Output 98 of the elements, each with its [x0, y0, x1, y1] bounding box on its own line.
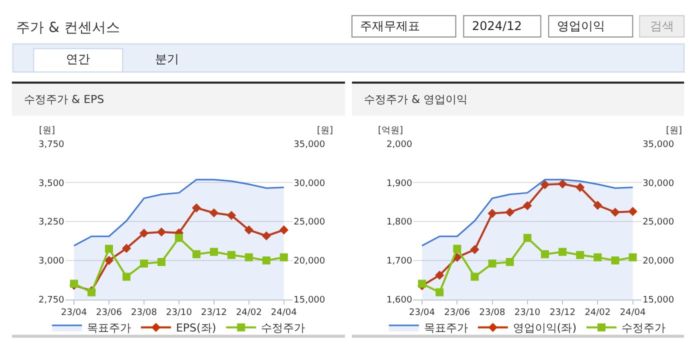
point — [227, 250, 236, 259]
point — [122, 244, 132, 253]
point — [540, 180, 550, 190]
x-tick-label: 23/04 — [409, 308, 436, 318]
y2-axis-title: [원] — [317, 126, 334, 136]
legend-label: 목표주가 — [424, 322, 468, 335]
point — [262, 231, 271, 240]
text: 2024/12 — [472, 19, 522, 33]
y2-tick-label: 30,000 — [642, 178, 674, 189]
y2-tick-label: 35,000 — [642, 140, 674, 150]
point — [209, 208, 218, 218]
x-tick-label: 23/12 — [550, 308, 576, 318]
y-axis-title: [원] — [39, 126, 56, 136]
point — [523, 234, 532, 242]
y2-tick-label: 25,000 — [294, 218, 326, 228]
chart-title: 수정주가 & 영업이익 — [364, 93, 468, 106]
x-tick-label: 24/02 — [584, 308, 611, 318]
point — [488, 208, 497, 218]
point — [262, 256, 270, 264]
point — [105, 244, 114, 253]
point — [576, 250, 584, 259]
x-tick-label: 24/04 — [270, 308, 298, 318]
point — [210, 248, 218, 256]
y-tick-label: 1,900 — [386, 178, 413, 189]
point — [506, 258, 514, 266]
point — [122, 272, 130, 281]
legend-label: EPS(좌) — [176, 322, 216, 335]
y-tick-label: 2,000 — [386, 140, 413, 150]
y2-tick-label: 15,000 — [642, 295, 674, 306]
x-tick-label: 23/08 — [479, 308, 506, 318]
text: 주재무제표 — [360, 19, 420, 33]
y2-tick-label: 30,000 — [294, 178, 326, 189]
y-tick-label: 1,700 — [386, 256, 413, 267]
x-tick-label: 23/06 — [96, 308, 122, 318]
y-axis-title: [억원] — [378, 126, 404, 136]
x-tick-label: 23/04 — [61, 308, 88, 318]
x-tick-label: 23/12 — [200, 308, 227, 318]
y2-tick-label: 35,000 — [294, 140, 326, 150]
point — [192, 203, 201, 212]
point — [192, 250, 200, 258]
point — [628, 253, 637, 262]
point — [280, 253, 288, 262]
legend-label: 영업이익(좌) — [512, 322, 576, 335]
point — [593, 200, 602, 210]
x-tick-label: 24/02 — [236, 308, 262, 318]
point — [540, 250, 549, 258]
legend-label: 수정주가 — [622, 322, 666, 335]
y-tick-label: 1,600 — [386, 295, 413, 306]
x-tick-label: 23/08 — [131, 308, 158, 318]
point — [139, 228, 149, 238]
point — [226, 210, 236, 220]
x-tick-label: 23/10 — [166, 308, 192, 318]
y-tick-label: 3,500 — [38, 178, 65, 189]
point — [558, 179, 568, 188]
point — [244, 225, 254, 235]
x-tick-label: 23/06 — [444, 308, 470, 318]
point — [594, 253, 602, 262]
point — [244, 253, 253, 262]
point — [558, 248, 567, 256]
point — [156, 227, 166, 237]
point — [576, 182, 585, 192]
y2-tick-label: 20,000 — [294, 256, 326, 267]
text: 주가 & 컨센서스 — [16, 20, 120, 36]
y-tick-label: 1,800 — [386, 218, 413, 228]
legend-label: 목표주가 — [86, 322, 131, 335]
y-tick-label: 3,750 — [38, 140, 65, 150]
point — [104, 256, 114, 265]
point — [488, 260, 496, 268]
y-tick-label: 3,000 — [38, 256, 65, 267]
text: 분기 — [155, 52, 179, 66]
point — [610, 208, 620, 217]
text: 영업이익 — [557, 19, 605, 33]
text: 검색 — [650, 19, 674, 33]
y2-tick-label: 15,000 — [294, 295, 326, 306]
x-tick-label: 24/04 — [620, 308, 646, 318]
point — [418, 280, 426, 288]
point — [140, 260, 148, 268]
point — [436, 288, 444, 296]
point — [611, 256, 620, 264]
y2-axis-title: [원] — [666, 126, 682, 136]
point — [522, 201, 532, 210]
point — [157, 258, 166, 266]
point — [628, 206, 638, 216]
y-tick-label: 3,250 — [38, 218, 65, 228]
point — [470, 245, 480, 254]
legend-label: 수정주가 — [261, 322, 306, 335]
text: 연간 — [66, 52, 90, 66]
point — [470, 272, 479, 281]
point — [435, 270, 444, 280]
point — [174, 234, 183, 242]
y2-tick-label: 25,000 — [642, 218, 674, 228]
y-tick-label: 2,750 — [38, 295, 65, 306]
point — [453, 244, 462, 253]
point — [505, 208, 514, 217]
x-tick-label: 23/10 — [514, 308, 541, 318]
chart-title: 수정주가 & EPS — [24, 93, 104, 106]
y2-tick-label: 20,000 — [642, 256, 674, 267]
point — [279, 225, 288, 235]
